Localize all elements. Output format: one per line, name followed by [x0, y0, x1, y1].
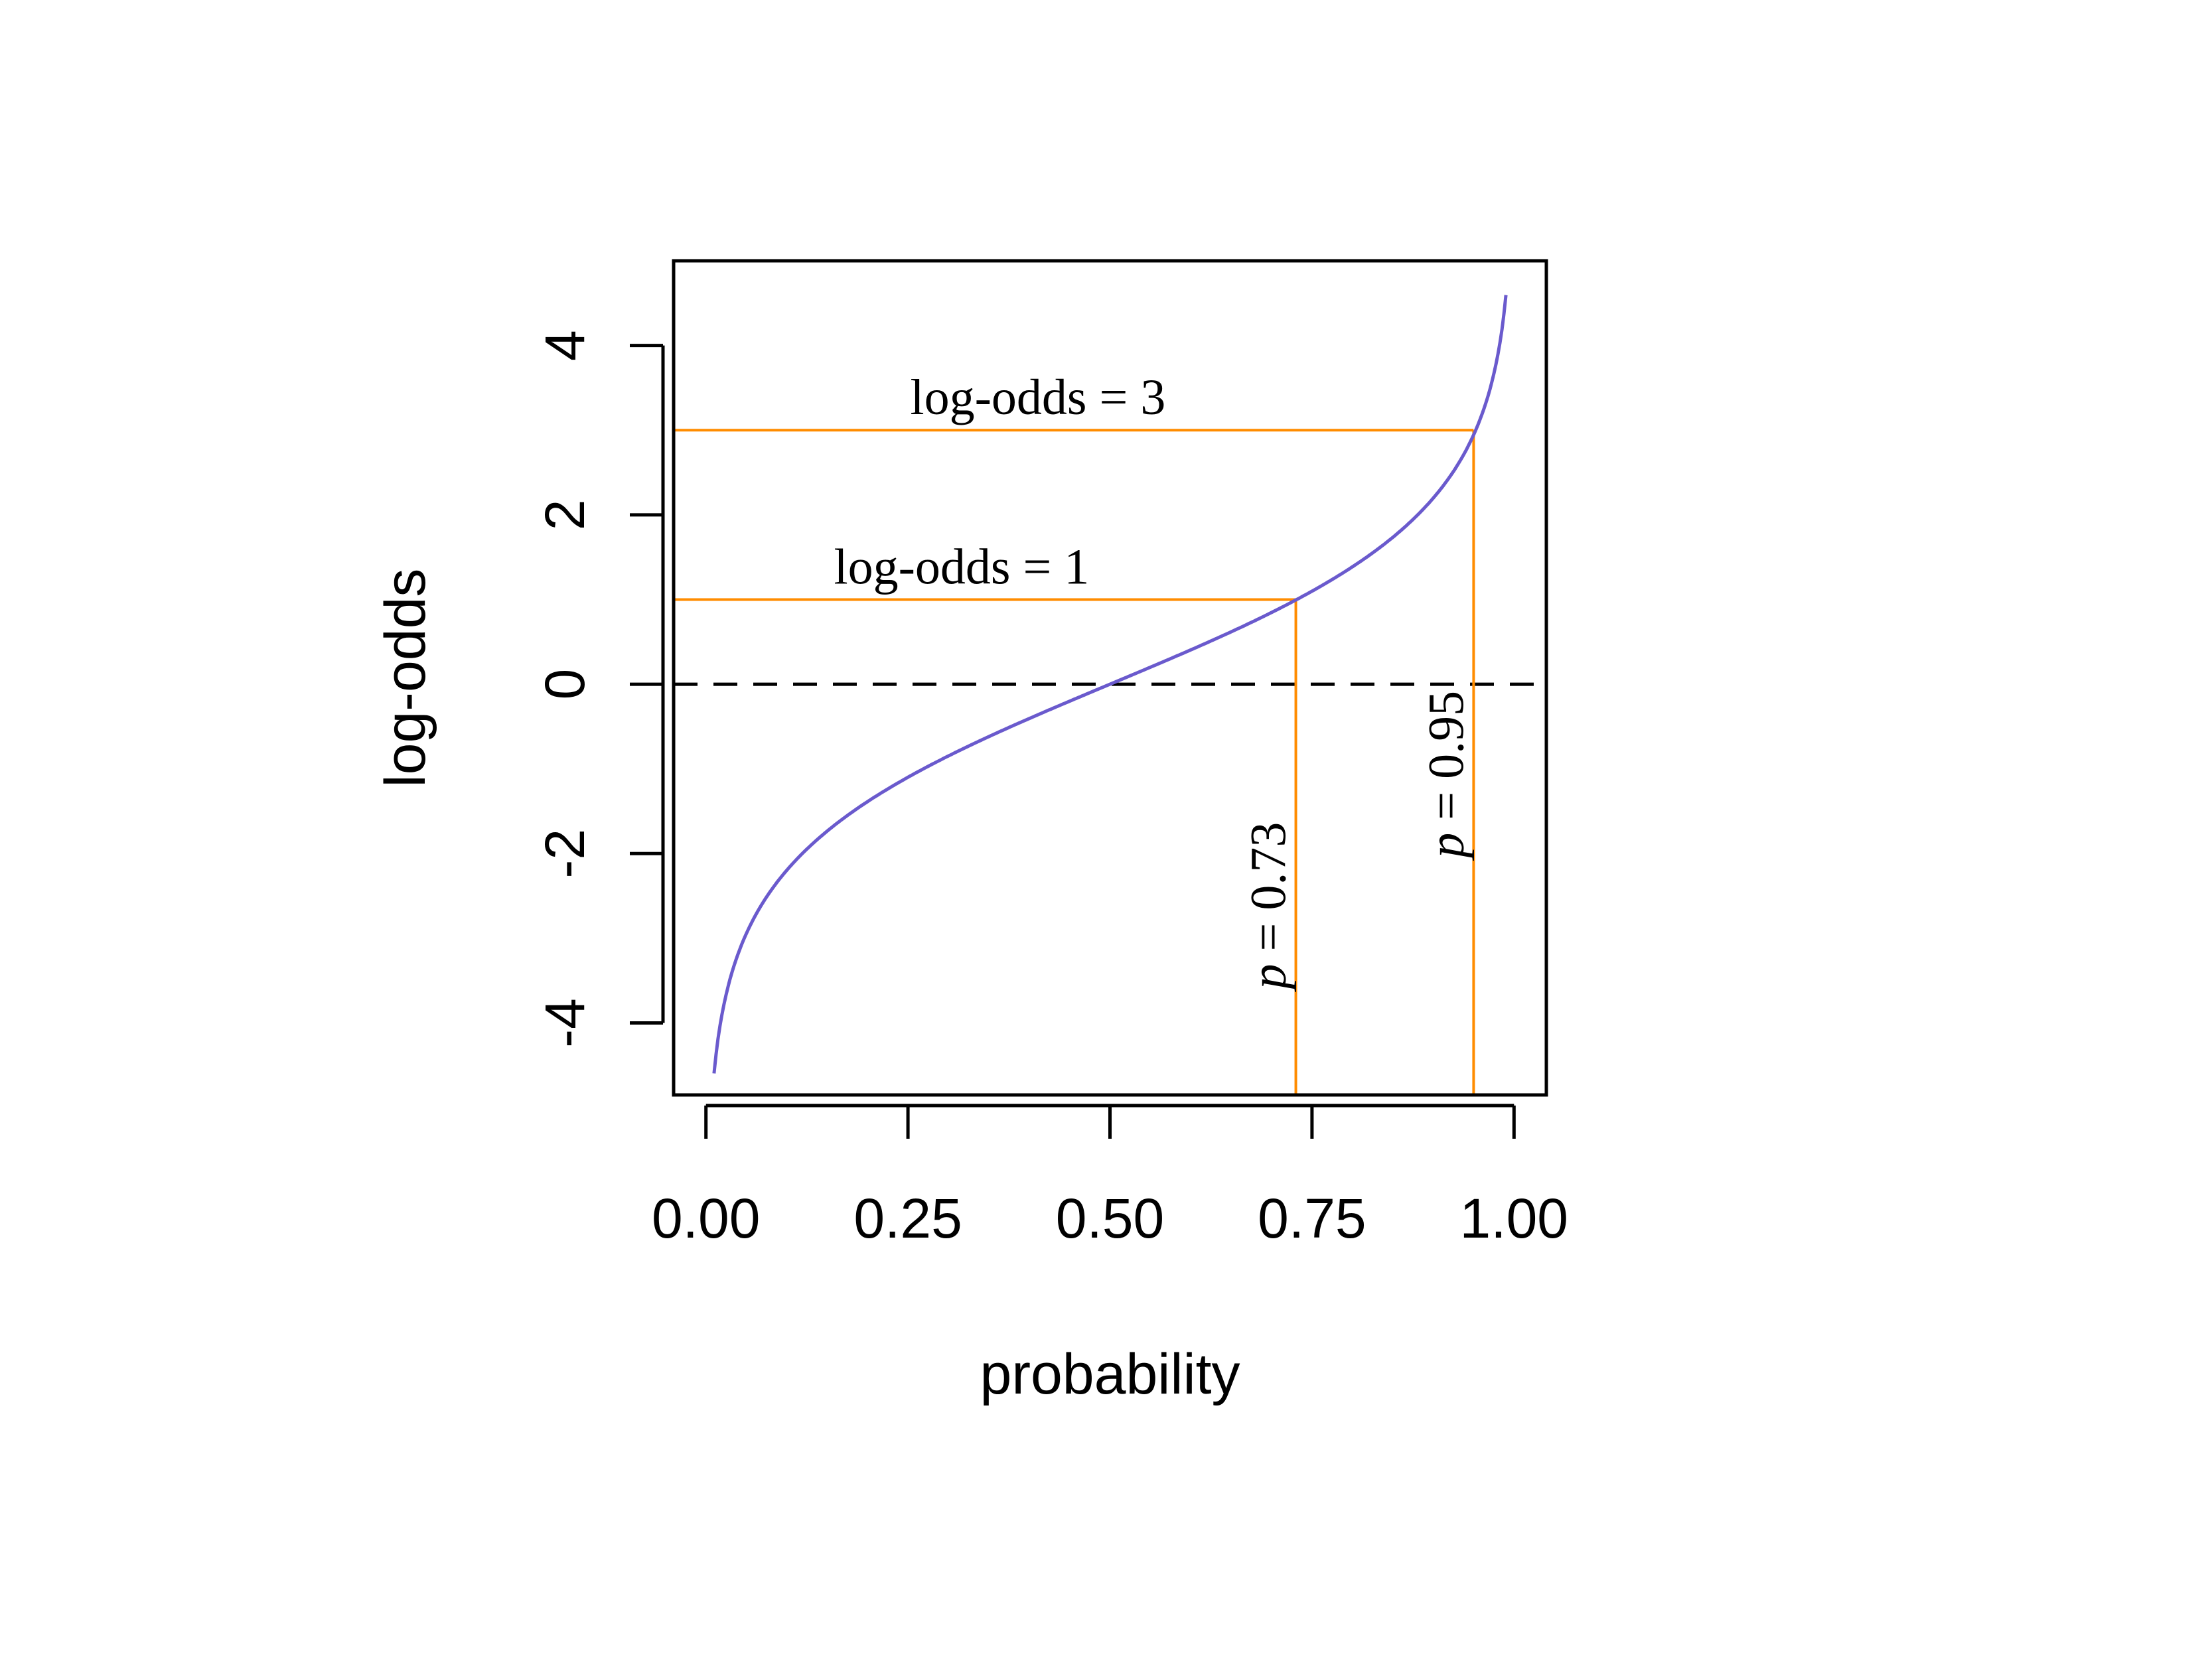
x-tick-label: 0.25: [853, 1187, 962, 1250]
y-tick-label: -2: [534, 829, 596, 879]
plot-content: log-odds = 1 p = 0.73 log-odds = 3 p = 0.95: [674, 295, 1546, 1095]
guide-probability-label: p = 0.73: [1241, 822, 1297, 993]
plot-frame: [672, 259, 1548, 1097]
y-tick-label: 2: [534, 499, 596, 530]
x-axis: 0.00 0.25 0.50 0.75 1.00: [652, 1104, 1569, 1250]
x-axis-title: probability: [980, 1342, 1240, 1406]
y-tick-label: 0: [534, 669, 596, 700]
guide-log-odds-label: log-odds = 3: [911, 370, 1166, 425]
y-tick-label: -4: [534, 998, 596, 1048]
x-tick-label: 1.00: [1460, 1187, 1569, 1250]
x-tick-label: 0.50: [1056, 1187, 1165, 1250]
y-tick-label: 4: [534, 330, 596, 361]
x-tick-label: 0.75: [1258, 1187, 1366, 1250]
y-axis: -4 -2 0 2 4: [534, 330, 665, 1048]
guide-log-odds-label: log-odds = 1: [834, 539, 1090, 595]
x-tick-label: 0.00: [652, 1187, 761, 1250]
guide-probability-label: p = 0.95: [1418, 691, 1474, 861]
logit-curve: [712, 295, 1508, 1074]
y-axis-title: log-odds: [374, 569, 437, 788]
